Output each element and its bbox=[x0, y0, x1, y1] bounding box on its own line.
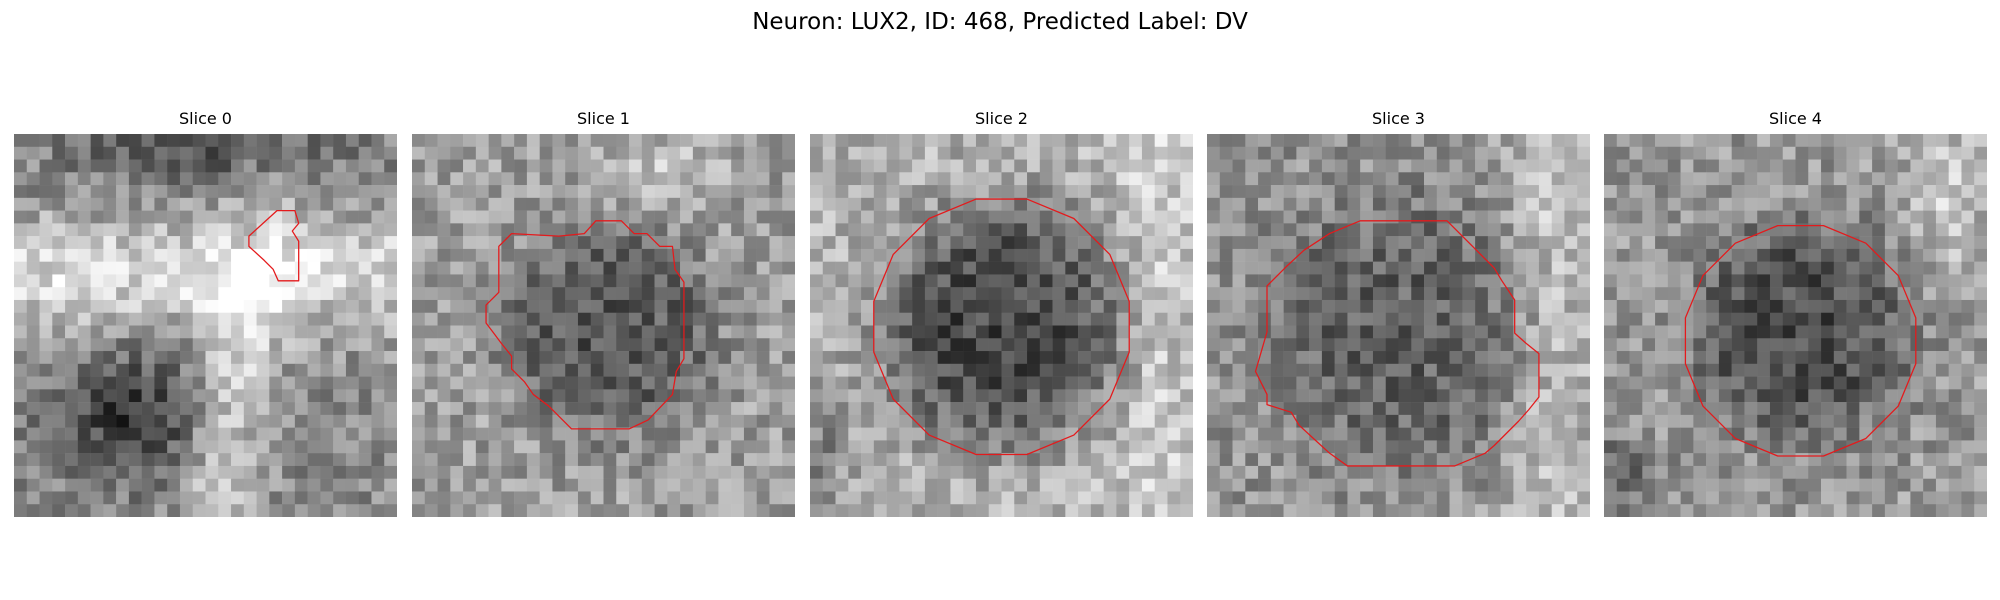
slice-image-3 bbox=[1207, 134, 1590, 517]
slice-panel-0: Slice 0 bbox=[14, 108, 397, 518]
roi-contour-3 bbox=[1254, 220, 1540, 467]
roi-contour-0 bbox=[248, 209, 300, 282]
figure-title: Neuron: LUX2, ID: 468, Predicted Label: … bbox=[752, 9, 1248, 35]
slice-panel-3: Slice 3 bbox=[1207, 108, 1590, 518]
slice-title-2: Slice 2 bbox=[975, 109, 1028, 128]
pixel-grid-3 bbox=[1207, 134, 1590, 517]
pixel-grid-1 bbox=[412, 134, 795, 517]
slice-image-4 bbox=[1604, 134, 1987, 517]
pixel-grid-2 bbox=[810, 134, 1193, 517]
slice-title-1: Slice 1 bbox=[577, 109, 630, 128]
roi-contour-2 bbox=[873, 198, 1130, 456]
roi-contour-1 bbox=[485, 220, 685, 430]
roi-contour-4 bbox=[1684, 224, 1917, 457]
slice-title-4: Slice 4 bbox=[1769, 109, 1822, 128]
slice-title-0: Slice 0 bbox=[179, 109, 232, 128]
slice-image-0 bbox=[14, 134, 397, 517]
slice-panel-4: Slice 4 bbox=[1604, 108, 1987, 518]
slice-image-1 bbox=[412, 134, 795, 517]
pixel-grid-4 bbox=[1604, 134, 1987, 517]
slice-panel-1: Slice 1 bbox=[412, 108, 795, 518]
pixel-grid-0 bbox=[14, 134, 397, 517]
slice-title-3: Slice 3 bbox=[1372, 109, 1425, 128]
slice-image-2 bbox=[810, 134, 1193, 517]
slice-panel-2: Slice 2 bbox=[810, 108, 1193, 518]
